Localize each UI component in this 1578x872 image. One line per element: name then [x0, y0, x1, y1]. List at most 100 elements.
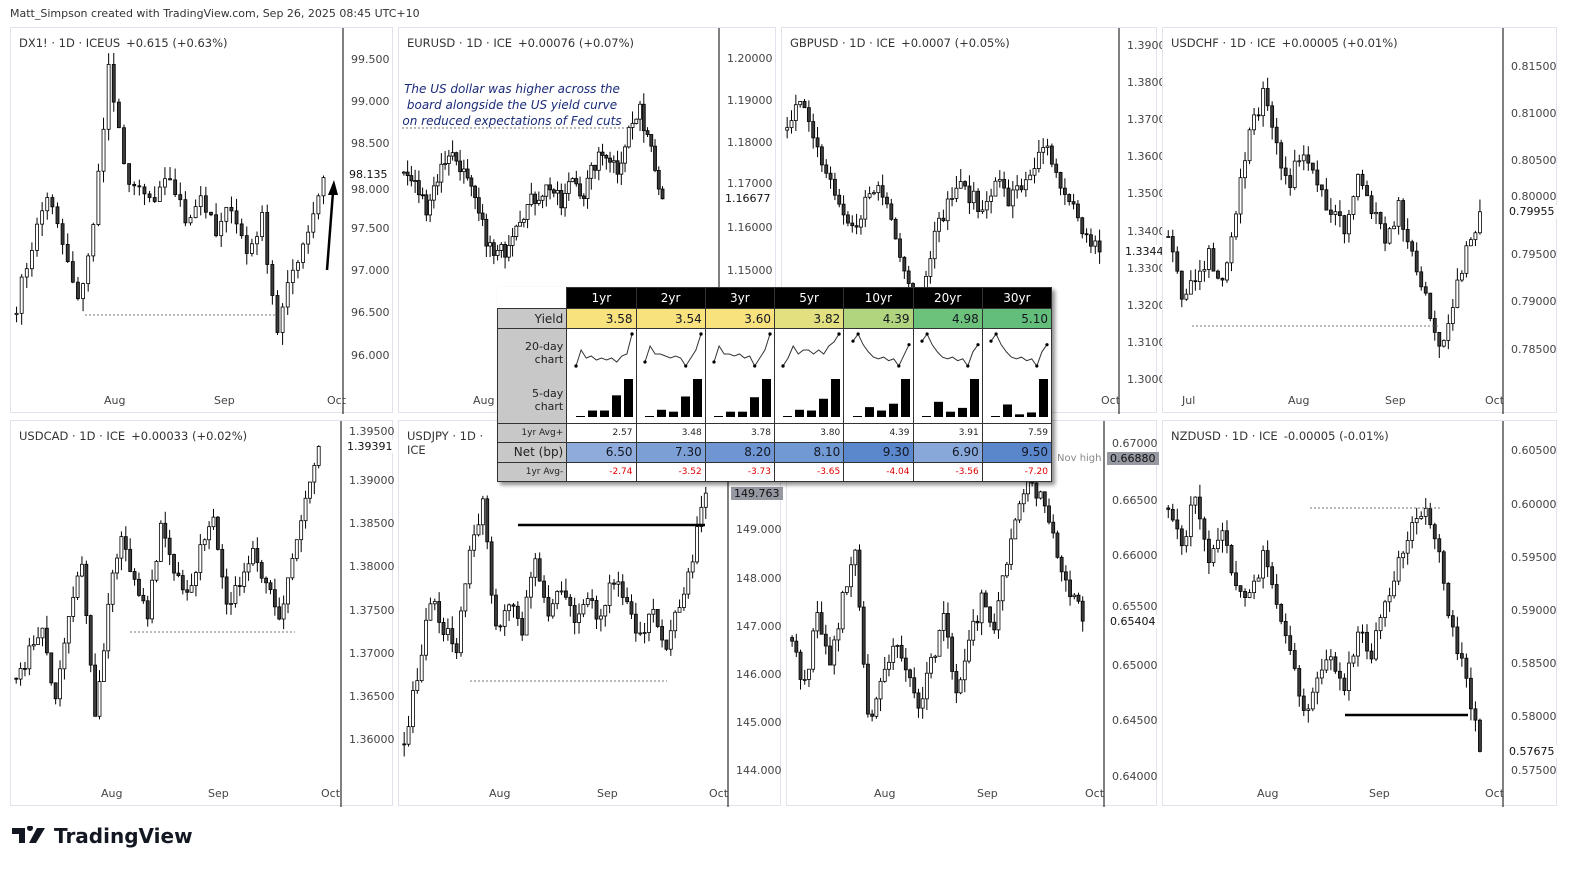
candle-body — [491, 242, 496, 256]
candle — [611, 155, 616, 174]
candle — [600, 143, 605, 166]
candle — [1469, 667, 1473, 721]
candle — [419, 644, 424, 683]
y-tick-label: 0.64500 — [1112, 714, 1158, 728]
candle — [472, 524, 477, 558]
candlestick-plot[interactable] — [399, 421, 782, 807]
y-tick-label: 99.500 — [351, 52, 390, 66]
symbol-title[interactable]: EURUSD · 1D · ICE +0.00076 (+0.07%) — [407, 36, 634, 50]
candle — [559, 581, 564, 596]
candle — [1328, 198, 1333, 223]
y-tick-label: 1.17000 — [727, 177, 773, 191]
candle — [1000, 575, 1005, 611]
candle — [1023, 171, 1028, 197]
candle — [1365, 180, 1369, 197]
candle-body — [1356, 631, 1360, 657]
candle-body — [870, 713, 875, 717]
y-tick-label: 147.000 — [736, 619, 782, 633]
chart-panel[interactable]: DX1! · 1D · ICEUS +0.615 (+0.63%) 99.500 99… — [10, 27, 394, 414]
symbol-title[interactable]: NZDUSD · 1D · ICE -0.00005 (-0.01%) — [1171, 429, 1389, 443]
candle-body — [1184, 536, 1189, 547]
chart-panel[interactable]: USDJPY · 1D · ICE 149.000 148.000 147.000 14… — [398, 420, 783, 807]
candle-body — [290, 558, 295, 579]
candlestick-plot[interactable] — [11, 28, 394, 414]
candle-body — [633, 613, 638, 634]
candle — [555, 181, 560, 206]
candle — [1310, 162, 1315, 174]
candle — [861, 601, 866, 668]
candle-body — [828, 172, 833, 180]
candle-body — [898, 238, 902, 258]
chart-panel[interactable]: GBPUSD · 1D · ICE +0.0007 (+0.05%) 1.3900 1… — [781, 27, 1167, 414]
candle-body — [88, 615, 93, 666]
candle — [154, 559, 159, 583]
sparkline-marker — [629, 332, 634, 336]
candlestick-plot[interactable] — [11, 421, 394, 807]
price-change: +0.00005 (+0.01%) — [1281, 36, 1398, 50]
candlestick-plot[interactable] — [782, 28, 1158, 414]
candle-body — [1243, 160, 1247, 179]
candle-body — [259, 562, 264, 579]
candlestick-plot[interactable] — [399, 28, 777, 414]
chart-panel[interactable]: USDCHF · 1D · ICE +0.00005 (+0.01%) 0.8150… — [1162, 27, 1558, 414]
y-tick-label: 0.78500 — [1511, 342, 1557, 356]
candlestick-plot[interactable] — [787, 421, 1158, 807]
y-tick-label: 1.3300 — [1127, 261, 1166, 275]
candle-body — [147, 193, 152, 198]
candle — [889, 198, 894, 221]
candle — [878, 677, 883, 712]
candle-body — [828, 645, 832, 666]
candle — [101, 117, 106, 183]
candle-body — [507, 604, 511, 612]
avg-plus-value: 3.48 — [635, 422, 706, 443]
candle-body — [58, 668, 62, 700]
candle-body — [506, 245, 511, 258]
candle — [686, 567, 691, 599]
candle — [420, 187, 425, 200]
candle-body — [649, 134, 654, 147]
candle — [503, 241, 507, 269]
symbol-title[interactable]: USDCAD · 1D · ICE +0.00033 (+0.02%) — [19, 429, 247, 443]
day-bar — [575, 416, 585, 418]
candle — [844, 586, 849, 596]
symbol-title[interactable]: USDJPY · 1D · ICE — [407, 429, 495, 457]
candle-body — [844, 586, 849, 593]
candlestick-plot[interactable] — [1163, 421, 1558, 807]
candle — [281, 595, 286, 630]
candle — [536, 191, 541, 206]
avg-minus-value: -7.20 — [981, 462, 1053, 482]
candle-body — [411, 690, 415, 728]
candle — [615, 150, 620, 184]
chart-panel[interactable]: 0.67000 0.66500 0.66000 0.65500 0.65000 0.645… — [786, 420, 1159, 807]
candle-body — [891, 645, 896, 663]
symbol-title[interactable]: DX1! · 1D · ICEUS +0.615 (+0.63%) — [19, 36, 228, 50]
candle-body — [419, 654, 424, 682]
candle — [1288, 625, 1293, 655]
sparkline-marker — [976, 343, 980, 347]
candle — [928, 251, 933, 284]
x-tick-label: Sep — [1385, 394, 1406, 407]
candlestick-plot[interactable] — [1163, 28, 1558, 414]
candle-body — [564, 590, 568, 598]
chart-panel[interactable]: USDCAD · 1D · ICE +0.00033 (+0.02%) 1.3950… — [10, 420, 396, 807]
candle — [1374, 202, 1378, 225]
sparkline-chart — [573, 332, 634, 368]
symbol-title[interactable]: USDCHF · 1D · ICE +0.00005 (+0.01%) — [1171, 36, 1398, 50]
day-bar — [991, 416, 1000, 418]
candle — [1238, 168, 1243, 224]
candle-body — [555, 591, 560, 605]
symbol-title[interactable]: GBPUSD · 1D · ICE +0.0007 (+0.05%) — [790, 36, 1010, 50]
candle-body — [415, 680, 420, 691]
candle — [574, 170, 579, 187]
candle-body — [789, 120, 794, 129]
candle — [529, 571, 533, 609]
symbol-title[interactable] — [795, 429, 801, 443]
candle-body — [311, 213, 316, 233]
candle-body — [544, 184, 549, 197]
candle-body — [958, 679, 963, 694]
chart-panel[interactable]: NZDUSD · 1D · ICE -0.00005 (-0.01%) 0.6050… — [1162, 420, 1558, 807]
candle — [1220, 522, 1225, 553]
candle-body — [158, 522, 163, 562]
candle-body — [424, 194, 429, 216]
candle-body — [251, 548, 255, 565]
